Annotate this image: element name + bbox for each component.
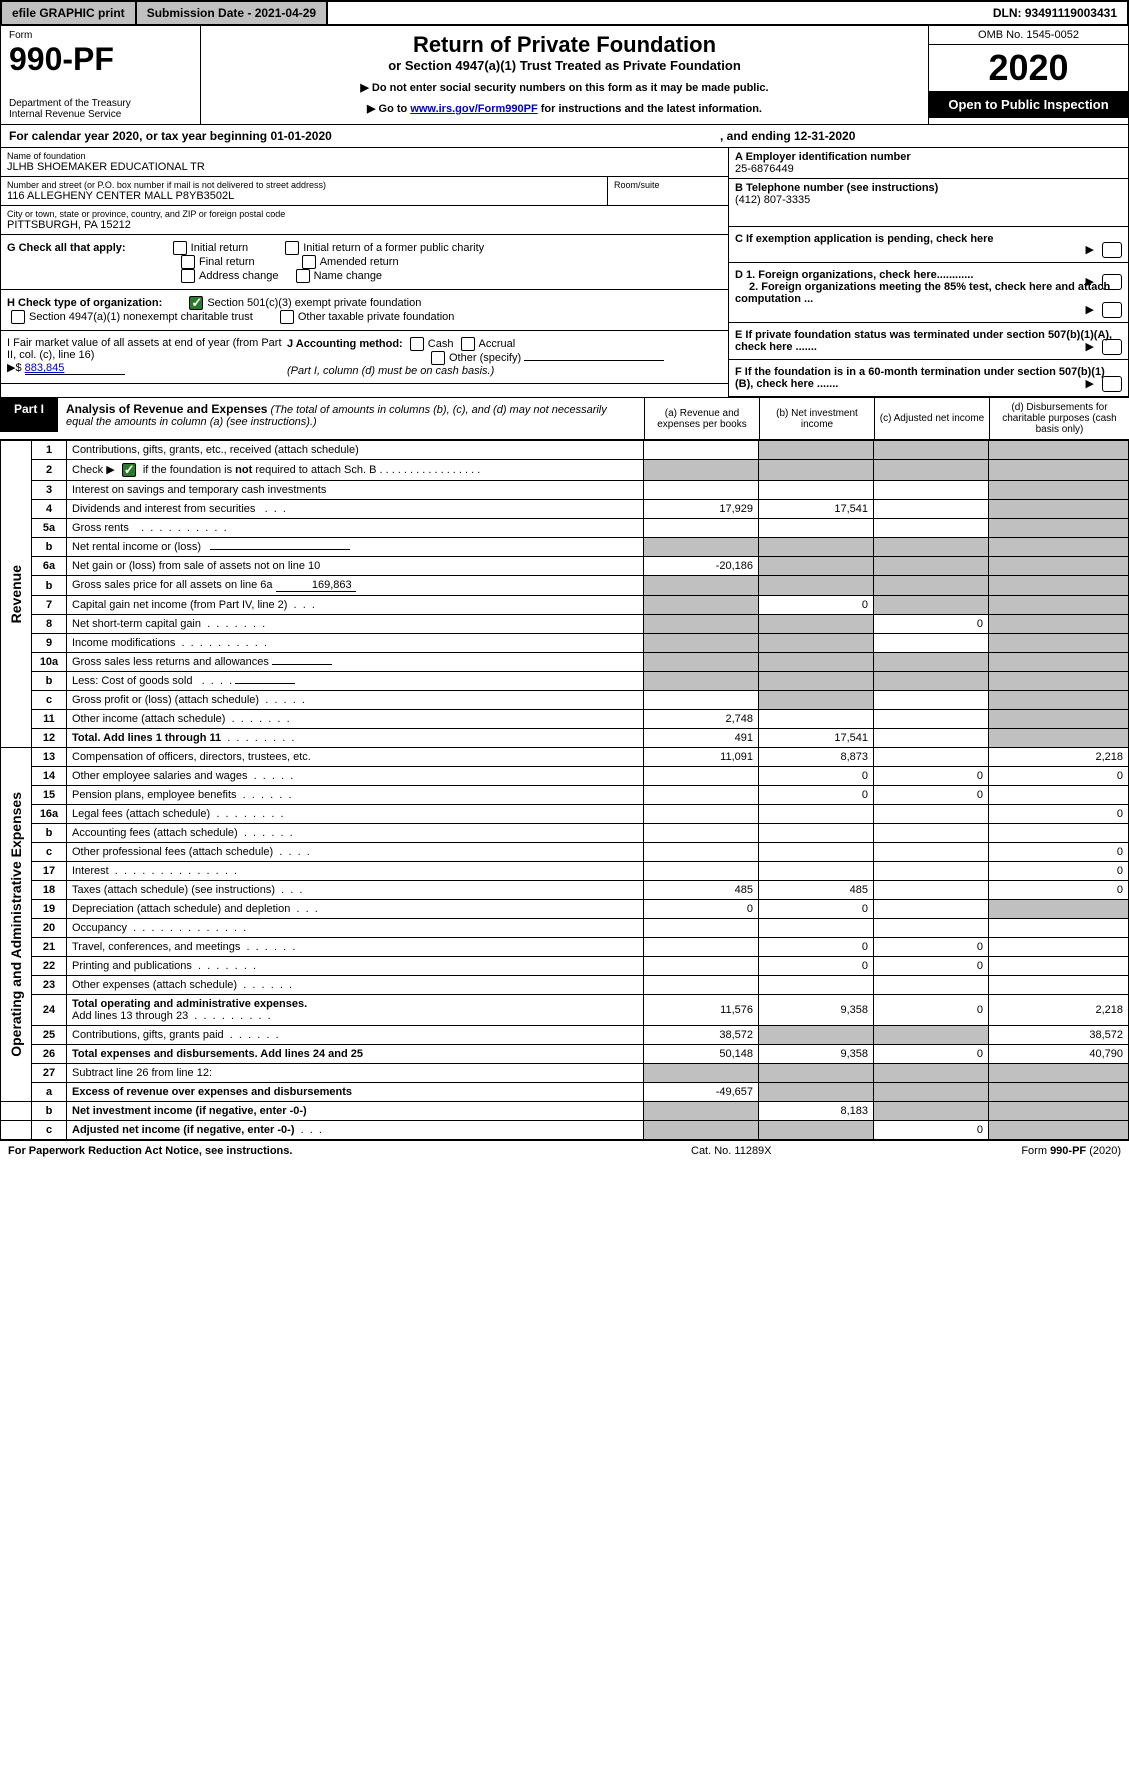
cat-no: Cat. No. 11289X (691, 1145, 941, 1157)
name-change-checkbox[interactable] (296, 269, 310, 283)
room-cell: Room/suite (608, 177, 728, 205)
c-checkbox[interactable] (1102, 242, 1122, 258)
expenses-vlabel: Operating and Administrative Expenses (6, 782, 26, 1067)
revenue-vlabel: Revenue (6, 555, 26, 633)
lines-table: Revenue 1Contributions, gifts, grants, e… (0, 440, 1129, 1140)
dln: DLN: 93491119003431 (983, 2, 1127, 24)
phone-cell: B Telephone number (see instructions) (4… (729, 179, 1128, 227)
form-note1: ▶ Do not enter social security numbers o… (207, 81, 922, 94)
form-header: Form 990-PF Department of the TreasuryIn… (0, 26, 1129, 125)
page-footer: For Paperwork Reduction Act Notice, see … (0, 1140, 1129, 1161)
phone: (412) 807-3335 (735, 194, 810, 206)
initial-return-checkbox[interactable] (173, 241, 187, 255)
arrow-icon: ▶ (1086, 243, 1094, 256)
d1-checkbox[interactable] (1102, 274, 1122, 290)
address-change-checkbox[interactable] (181, 269, 195, 283)
form-ref: Form 990-PF (2020) (941, 1145, 1121, 1157)
col-d-header: (d) Disbursements for charitable purpose… (989, 398, 1129, 439)
omb-number: OMB No. 1545-0052 (929, 26, 1128, 45)
col-a-header: (a) Revenue and expenses per books (644, 398, 759, 439)
section-h: H Check type of organization: Section 50… (1, 290, 728, 331)
4947a1-checkbox[interactable] (11, 310, 25, 324)
section-c: C If exemption application is pending, c… (729, 227, 1128, 263)
accrual-checkbox[interactable] (461, 337, 475, 351)
form-subtitle: or Section 4947(a)(1) Trust Treated as P… (207, 58, 922, 73)
irs-link[interactable]: www.irs.gov/Form990PF (410, 103, 537, 115)
section-e: E If private foundation status was termi… (729, 323, 1128, 360)
section-i-j: I Fair market value of all assets at end… (1, 331, 728, 384)
form-note2: ▶ Go to www.irs.gov/Form990PF for instru… (207, 102, 922, 115)
form-title: Return of Private Foundation (207, 32, 922, 58)
ein-cell: A Employer identification number 25-6876… (729, 148, 1128, 179)
ein: 25-6876449 (735, 163, 794, 175)
amended-return-checkbox[interactable] (302, 255, 316, 269)
other-taxable-checkbox[interactable] (280, 310, 294, 324)
final-return-checkbox[interactable] (181, 255, 195, 269)
501c3-checkbox[interactable] (189, 296, 203, 310)
open-inspection: Open to Public Inspection (929, 91, 1128, 118)
other-method-checkbox[interactable] (431, 351, 445, 365)
initial-return-former-checkbox[interactable] (285, 241, 299, 255)
foundation-name-cell: Name of foundation JLHB SHOEMAKER EDUCAT… (1, 148, 728, 177)
section-g: G Check all that apply: Initial return I… (1, 235, 728, 290)
form-number: 990-PF (9, 41, 192, 78)
section-d: D 1. Foreign organizations, check here..… (729, 263, 1128, 323)
address: 116 ALLEGHENY CENTER MALL P8YB3502L (7, 190, 601, 202)
d2-checkbox[interactable] (1102, 302, 1122, 318)
submission-date: Submission Date - 2021-04-29 (137, 2, 328, 24)
part1-header-row: Part I Analysis of Revenue and Expenses … (0, 397, 1129, 440)
efile-button[interactable]: efile GRAPHIC print (2, 2, 137, 24)
fmv-link[interactable]: 883,845 (25, 362, 125, 375)
top-bar: efile GRAPHIC print Submission Date - 20… (0, 0, 1129, 26)
schb-checkbox[interactable] (122, 463, 136, 477)
cash-checkbox[interactable] (410, 337, 424, 351)
e-checkbox[interactable] (1102, 339, 1122, 355)
dept-label: Department of the TreasuryInternal Reven… (9, 78, 192, 120)
tax-year: 2020 (929, 45, 1128, 91)
f-checkbox[interactable] (1102, 376, 1122, 392)
col-c-header: (c) Adjusted net income (874, 398, 989, 439)
city-cell: City or town, state or province, country… (1, 206, 728, 235)
city-state-zip: PITTSBURGH, PA 15212 (7, 219, 722, 231)
foundation-name: JLHB SHOEMAKER EDUCATIONAL TR (7, 161, 722, 173)
paperwork-notice: For Paperwork Reduction Act Notice, see … (8, 1145, 691, 1157)
address-cell: Number and street (or P.O. box number if… (1, 177, 608, 205)
col-b-header: (b) Net investment income (759, 398, 874, 439)
calendar-year-row: For calendar year 2020, or tax year begi… (0, 125, 1129, 148)
form-label: Form (9, 30, 192, 41)
part1-tab: Part I (0, 398, 58, 432)
section-f: F If the foundation is in a 60-month ter… (729, 360, 1128, 397)
